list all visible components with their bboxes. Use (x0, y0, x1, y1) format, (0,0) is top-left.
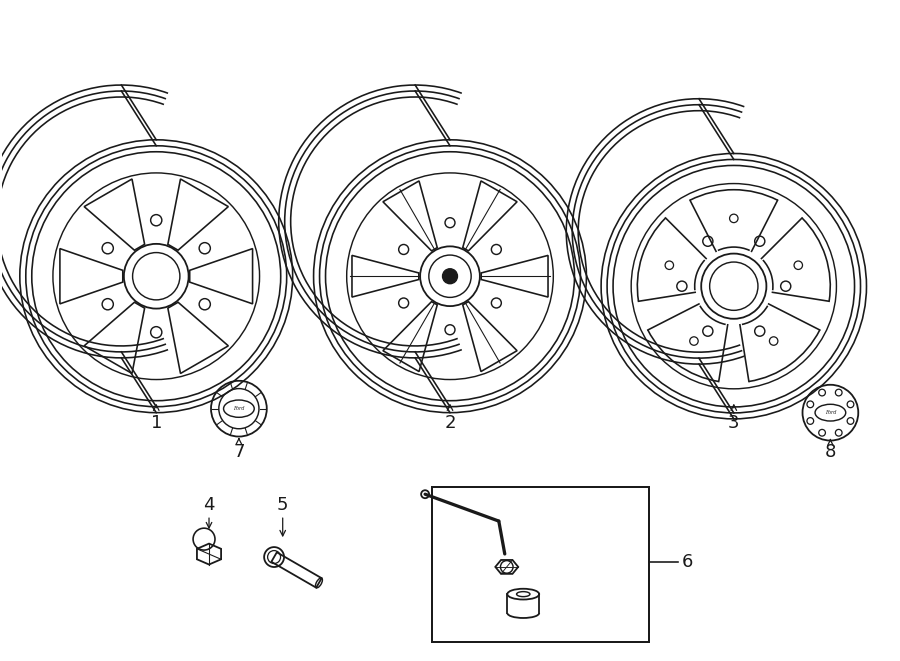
Text: Ford: Ford (233, 406, 245, 411)
Bar (432, 487, 649, 642)
Text: Ford: Ford (824, 410, 836, 415)
Text: 5: 5 (277, 496, 289, 514)
Text: 2: 2 (445, 414, 455, 432)
Text: 8: 8 (824, 444, 836, 461)
Text: 3: 3 (728, 414, 740, 432)
Text: 6: 6 (681, 553, 693, 571)
Text: 1: 1 (150, 414, 162, 432)
Circle shape (443, 269, 457, 284)
Text: 7: 7 (233, 444, 245, 461)
Text: 4: 4 (203, 496, 215, 514)
